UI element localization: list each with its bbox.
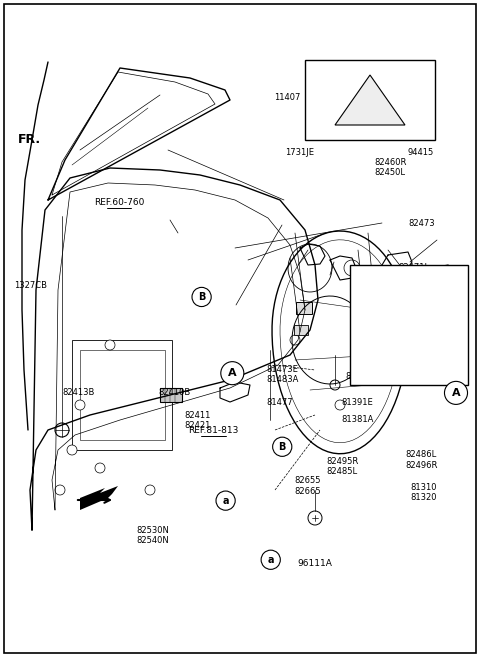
Text: 81477: 81477 bbox=[266, 398, 293, 407]
Text: 82473: 82473 bbox=[408, 219, 434, 228]
Circle shape bbox=[67, 445, 77, 455]
Text: B: B bbox=[278, 442, 286, 452]
Circle shape bbox=[221, 361, 244, 385]
Text: B: B bbox=[198, 292, 205, 302]
Bar bbox=[160, 388, 182, 402]
Circle shape bbox=[448, 281, 456, 289]
Circle shape bbox=[409, 345, 419, 355]
Text: 81310
81320: 81310 81320 bbox=[410, 483, 437, 503]
Text: REF.81-813: REF.81-813 bbox=[189, 426, 239, 435]
Bar bbox=[350, 265, 468, 385]
Text: 81381A: 81381A bbox=[342, 415, 374, 424]
Text: FR.: FR. bbox=[18, 133, 41, 146]
Text: 82410B: 82410B bbox=[158, 388, 191, 397]
Text: 82486L
82496R: 82486L 82496R bbox=[406, 450, 438, 470]
Circle shape bbox=[75, 400, 85, 410]
Text: 82655
82665: 82655 82665 bbox=[295, 476, 321, 496]
Circle shape bbox=[105, 340, 115, 350]
Circle shape bbox=[55, 423, 69, 437]
Circle shape bbox=[216, 491, 235, 510]
Circle shape bbox=[436, 274, 444, 282]
Text: 96111A: 96111A bbox=[298, 559, 333, 568]
Text: 1327CB: 1327CB bbox=[14, 281, 48, 290]
Polygon shape bbox=[335, 75, 405, 125]
Circle shape bbox=[192, 287, 211, 307]
Text: 82411
82421: 82411 82421 bbox=[185, 411, 211, 430]
Bar bbox=[80, 350, 165, 440]
Text: 82495R
82485L: 82495R 82485L bbox=[326, 457, 359, 476]
Bar bbox=[72, 340, 172, 450]
Circle shape bbox=[344, 260, 360, 276]
Circle shape bbox=[330, 380, 340, 390]
Bar bbox=[305, 60, 435, 140]
Circle shape bbox=[416, 366, 424, 374]
Circle shape bbox=[261, 550, 280, 570]
Circle shape bbox=[354, 334, 366, 346]
Circle shape bbox=[436, 288, 444, 296]
Text: 82471L
82481R: 82471L 82481R bbox=[398, 263, 431, 283]
Text: 11407: 11407 bbox=[274, 93, 300, 102]
Text: a: a bbox=[267, 555, 274, 565]
Text: 82413B: 82413B bbox=[62, 388, 95, 397]
Text: REF.60-760: REF.60-760 bbox=[94, 198, 144, 207]
Circle shape bbox=[308, 511, 322, 525]
Text: 81371B: 81371B bbox=[346, 372, 378, 381]
Circle shape bbox=[444, 381, 468, 405]
Circle shape bbox=[55, 485, 65, 495]
Polygon shape bbox=[80, 486, 118, 510]
Text: 81473E
81483A: 81473E 81483A bbox=[266, 365, 299, 384]
Text: A: A bbox=[228, 368, 237, 378]
Text: a: a bbox=[222, 495, 229, 506]
Text: 94415: 94415 bbox=[407, 148, 433, 157]
Bar bbox=[294, 325, 308, 335]
Text: 81391E: 81391E bbox=[342, 398, 373, 407]
Circle shape bbox=[145, 485, 155, 495]
Text: 82484
82494A: 82484 82494A bbox=[398, 301, 431, 321]
Bar bbox=[296, 302, 312, 314]
Text: 82530N
82540N: 82530N 82540N bbox=[137, 526, 169, 545]
Text: A: A bbox=[452, 388, 460, 398]
Circle shape bbox=[335, 400, 345, 410]
Text: 82460R
82450L: 82460R 82450L bbox=[374, 158, 407, 177]
Circle shape bbox=[290, 335, 300, 345]
Circle shape bbox=[273, 437, 292, 457]
Circle shape bbox=[95, 463, 105, 473]
Text: 1731JE: 1731JE bbox=[285, 148, 314, 157]
